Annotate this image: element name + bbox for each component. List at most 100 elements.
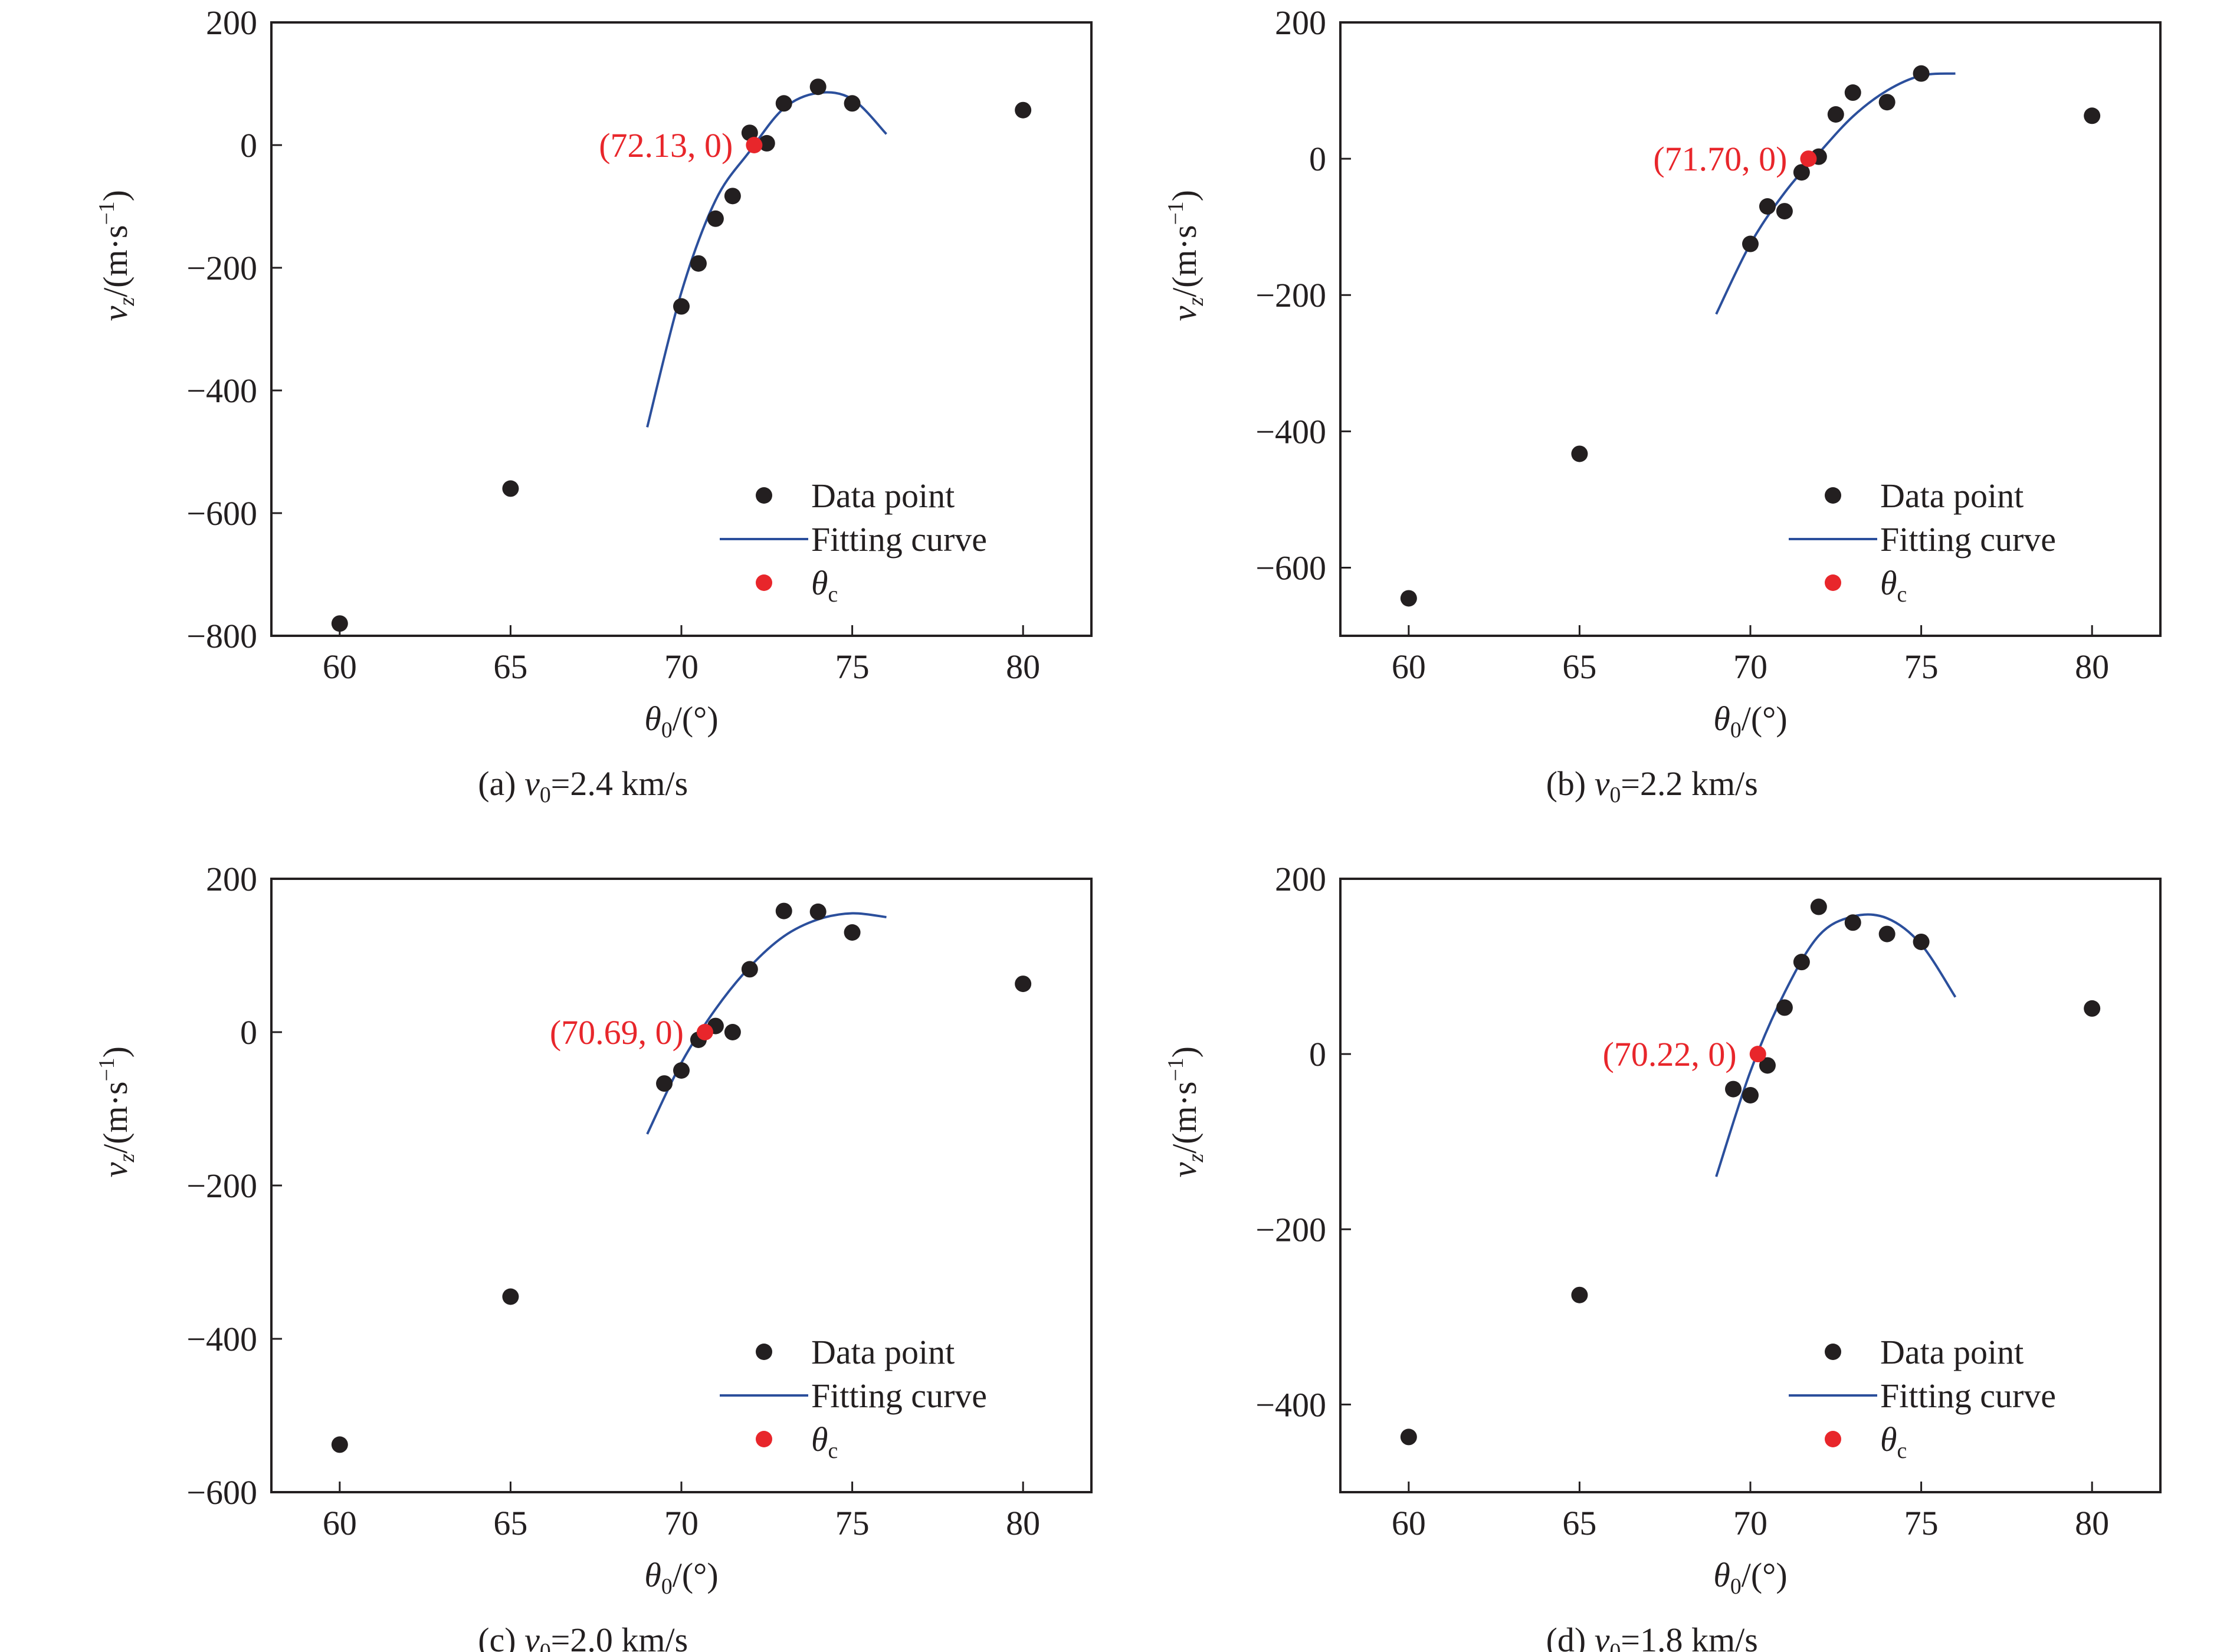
x-tick-label: 80 — [1006, 648, 1040, 686]
data-point — [809, 78, 827, 96]
x-tick-label: 75 — [1904, 1504, 1939, 1542]
data-point — [809, 903, 827, 920]
panel-caption: (a) v0=2.4 km/s — [478, 764, 688, 807]
x-tick-label: 60 — [1392, 1504, 1426, 1542]
x-axis-label-sub: 0 — [1730, 718, 1742, 743]
x-tick-label: 60 — [323, 648, 357, 686]
x-tick-label: 60 — [323, 1504, 357, 1542]
theta-c-point — [746, 137, 763, 153]
legend-label-var: θ — [1880, 564, 1897, 602]
y-tick-label: 0 — [240, 126, 257, 165]
chart-panel-d: 60 65 70 75 802000−200−400θ0/(°)vz/(m·s−1)(d… — [1163, 860, 2162, 1652]
theta-c-annotation: (70.69, 0) — [550, 1013, 684, 1052]
x-tick-label: 65 — [1562, 648, 1596, 686]
data-point — [331, 615, 348, 632]
x-axis-label-var: θ — [1713, 1556, 1730, 1594]
legend-label: Data point — [811, 477, 955, 515]
data-point — [1015, 976, 1032, 993]
y-axis-label-unit: /(m·s — [96, 225, 135, 297]
plot-area — [1400, 898, 2101, 1446]
x-axis-label-var: θ — [644, 699, 661, 738]
panel-caption: (d) v0=1.8 km/s — [1546, 1621, 1758, 1652]
x-tick-label: 75 — [835, 1504, 870, 1542]
caption-label: (a) — [478, 764, 524, 803]
legend-marker-swatch — [756, 487, 772, 504]
x-tick-label: 80 — [1006, 1504, 1040, 1542]
x-tick-label: 70 — [1733, 648, 1767, 686]
y-tick-label: −200 — [186, 1167, 257, 1205]
y-axis-label-close: ) — [1165, 190, 1203, 201]
data-point — [1571, 445, 1588, 462]
y-tick-label: 0 — [240, 1013, 257, 1052]
theta-c-annotation: (72.13, 0) — [599, 126, 733, 165]
x-axis-label-sub: 0 — [661, 718, 673, 743]
legend-marker-swatch — [1825, 1431, 1841, 1447]
y-axis-label-var: v — [1165, 1162, 1203, 1177]
y-tick-label: 200 — [1275, 860, 1326, 898]
x-axis-label-var: θ — [644, 1556, 661, 1594]
data-point — [1725, 1080, 1742, 1098]
data-point — [2084, 107, 2101, 124]
data-point — [1844, 84, 1861, 101]
data-point — [690, 255, 707, 272]
caption-sub: 0 — [1609, 783, 1621, 807]
theta-c-annotation: (71.70, 0) — [1653, 140, 1787, 178]
theta-c-point — [1749, 1046, 1766, 1063]
y-axis-label-exp: −1 — [1163, 1057, 1188, 1081]
x-tick-label: 65 — [1562, 1504, 1596, 1542]
legend-label: Fitting curve — [811, 1377, 987, 1415]
caption-label: (c) — [478, 1621, 524, 1652]
x-tick-label: 70 — [1733, 1504, 1767, 1542]
y-axis-label: vz/(m·s−1) — [1163, 190, 1208, 321]
data-point — [775, 95, 792, 112]
y-tick-label: −800 — [186, 617, 257, 655]
legend-marker-swatch — [1825, 574, 1841, 591]
data-point — [1776, 203, 1793, 220]
y-axis-label-exp: −1 — [94, 1057, 119, 1081]
data-point — [1742, 235, 1759, 252]
caption-label: (d) — [1546, 1621, 1595, 1652]
data-point — [1400, 1428, 1417, 1446]
data-point — [1844, 914, 1861, 931]
panel-caption: (c) v0=2.0 km/s — [478, 1621, 688, 1652]
legend-label: Fitting curve — [1880, 520, 2056, 559]
legend-label: θc — [811, 564, 838, 607]
legend-label-sub: c — [1897, 582, 1907, 607]
caption-var: v — [1595, 1621, 1610, 1652]
data-point — [1400, 590, 1417, 607]
caption-var: v — [524, 1621, 540, 1652]
y-tick-label: 200 — [206, 860, 257, 898]
y-tick-label: −400 — [186, 1320, 257, 1358]
legend-label-sub: c — [828, 582, 838, 607]
x-tick-label: 80 — [2075, 1504, 2109, 1542]
y-tick-label: 0 — [1309, 1035, 1326, 1073]
legend: Data point Fitting curve θc — [720, 1333, 987, 1463]
legend-label: θc — [1880, 564, 1907, 607]
data-point — [844, 95, 861, 112]
data-point — [1827, 106, 1844, 123]
y-axis-label-unit: /(m·s — [1165, 1081, 1203, 1153]
data-point — [1571, 1286, 1588, 1303]
caption-sub: 0 — [540, 1639, 551, 1652]
data-point — [2084, 1000, 2101, 1017]
legend-label: Data point — [1880, 1333, 2024, 1371]
y-tick-label: −600 — [1255, 549, 1326, 587]
y-axis-label-var: v — [96, 306, 135, 321]
data-point — [673, 298, 690, 315]
legend-label: θc — [811, 1420, 838, 1463]
x-tick-label: 70 — [664, 648, 698, 686]
legend: Data point Fitting curve θc — [720, 477, 987, 607]
caption-value: =2.2 km/s — [1621, 764, 1758, 803]
y-axis-label-sub: z — [1183, 1154, 1208, 1163]
y-axis-label-close: ) — [1165, 1046, 1203, 1057]
legend-label-var: θ — [811, 564, 828, 602]
data-point — [656, 1075, 673, 1092]
y-axis-label-var: v — [96, 1162, 135, 1177]
x-axis-label-sub: 0 — [661, 1574, 673, 1599]
x-axis-label-unit: /(°) — [1742, 699, 1788, 738]
x-tick-label: 60 — [1392, 648, 1426, 686]
x-tick-label: 75 — [1904, 648, 1939, 686]
data-point — [724, 1024, 741, 1040]
caption-sub: 0 — [540, 783, 551, 807]
